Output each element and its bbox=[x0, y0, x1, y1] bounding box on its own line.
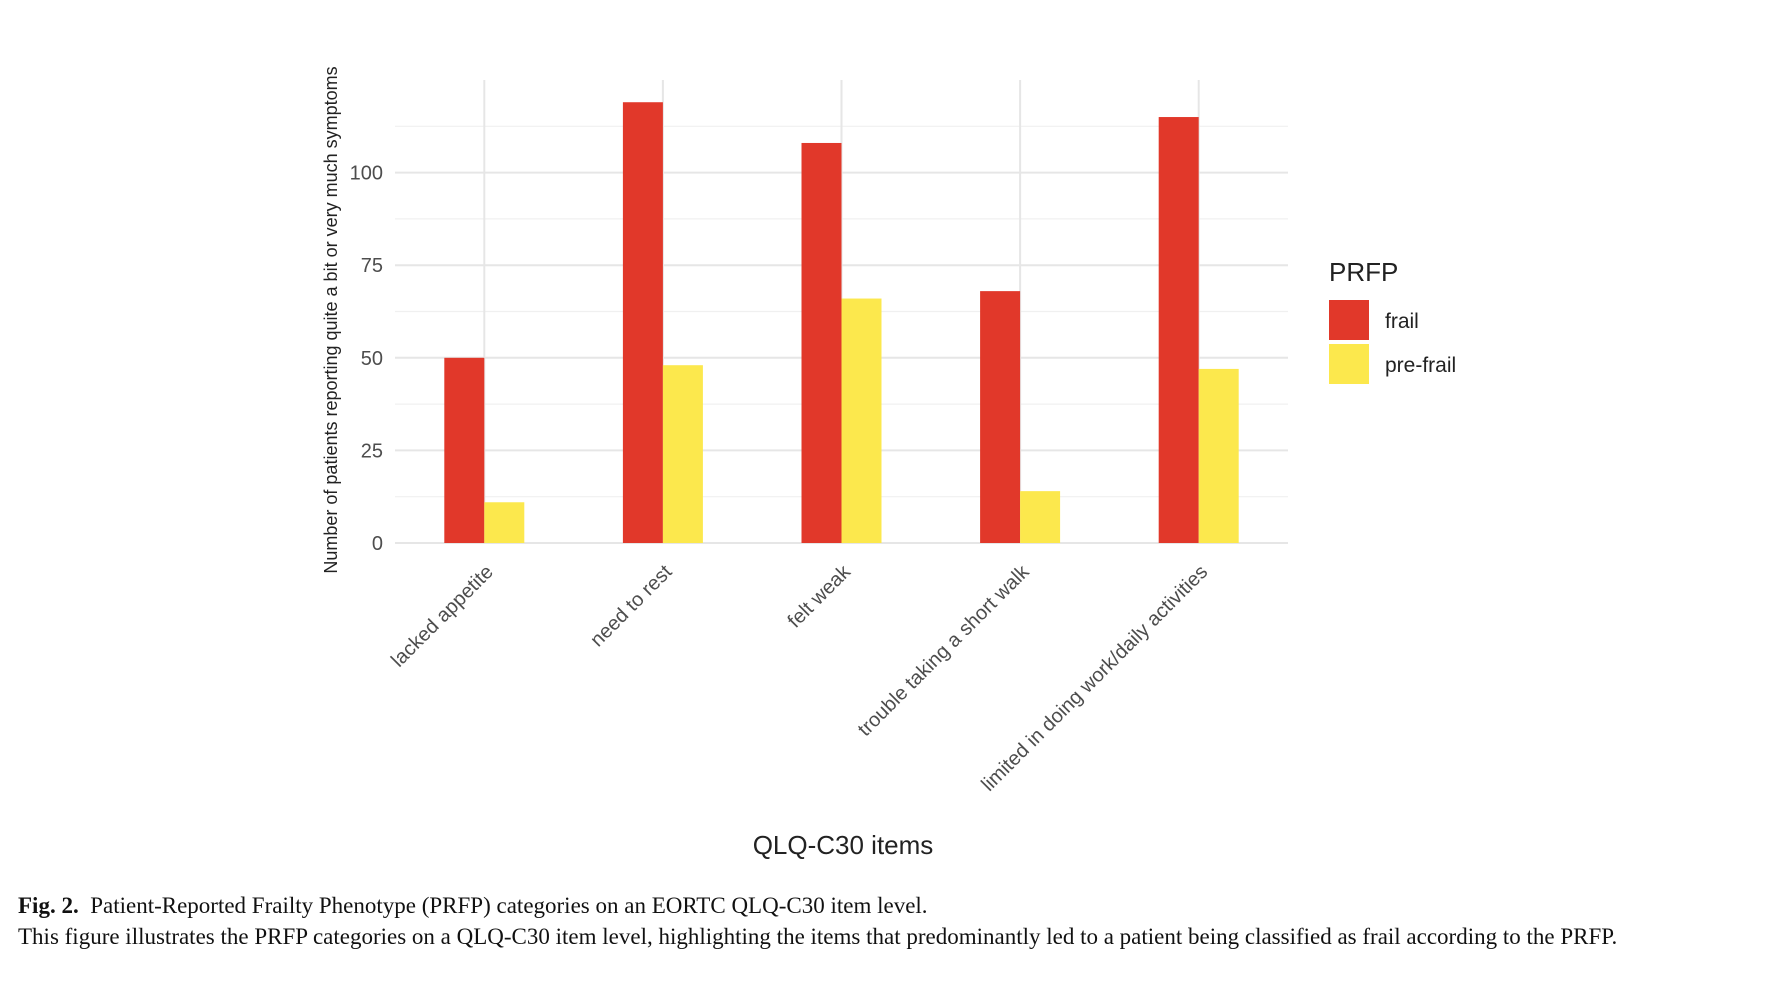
bar-pre-frail bbox=[1020, 491, 1061, 543]
figure-label: Fig. 2. bbox=[18, 893, 79, 918]
caption-heading: Fig. 2. Patient-Reported Frailty Phenoty… bbox=[18, 890, 1758, 921]
bar-pre-frail bbox=[662, 365, 703, 543]
x-tick-labels: lacked appetite need to rest felt weaktrou… bbox=[387, 560, 1212, 796]
x-tick-label: lacked appetite bbox=[387, 561, 498, 672]
x-axis-title: QLQ-C30 items bbox=[753, 830, 934, 860]
x-tick-label: need to rest bbox=[586, 561, 677, 652]
x-tick-label: felt weak bbox=[784, 560, 856, 632]
y-axis-title: Number of patients reporting quite a bit… bbox=[321, 66, 341, 573]
figure-caption: Fig. 2. Patient-Reported Frailty Phenoty… bbox=[18, 890, 1758, 952]
legend-title: PRFP bbox=[1329, 257, 1398, 287]
bar-frail bbox=[980, 291, 1021, 543]
y-tick-label: 100 bbox=[350, 163, 383, 185]
bar-frail bbox=[622, 102, 663, 543]
y-tick-label: 75 bbox=[361, 255, 383, 277]
y-tick-label: 0 bbox=[372, 533, 383, 555]
y-tick-labels: 0 25 50 75 100 bbox=[350, 163, 383, 555]
x-tick-label: trouble taking a short walk bbox=[854, 560, 1035, 741]
legend-label-frail: frail bbox=[1385, 310, 1419, 333]
bars bbox=[444, 102, 1239, 543]
bar-frail bbox=[1158, 117, 1199, 543]
legend: PRFP frail pre-frail bbox=[1329, 257, 1456, 384]
legend-key-frail bbox=[1329, 300, 1369, 340]
caption-text: This figure illustrates the PRFP categor… bbox=[18, 924, 1618, 949]
y-tick-label: 25 bbox=[361, 440, 383, 462]
bar-frail bbox=[444, 357, 485, 543]
bar-frail bbox=[801, 142, 842, 543]
bar-chart: 0 25 50 75 100 lacked appetite need to rest fe… bbox=[321, 66, 1456, 860]
y-tick-label: 50 bbox=[361, 348, 383, 370]
bar-pre-frail bbox=[841, 298, 882, 543]
legend-label-pre-frail: pre-frail bbox=[1385, 354, 1456, 377]
legend-key-pre-frail bbox=[1329, 344, 1369, 384]
bar-pre-frail bbox=[484, 502, 525, 543]
legend-items: frail pre-frail bbox=[1329, 300, 1456, 384]
bar-pre-frail bbox=[1198, 368, 1239, 543]
caption-title: Patient-Reported Frailty Phenotype (PRFP… bbox=[90, 893, 928, 918]
